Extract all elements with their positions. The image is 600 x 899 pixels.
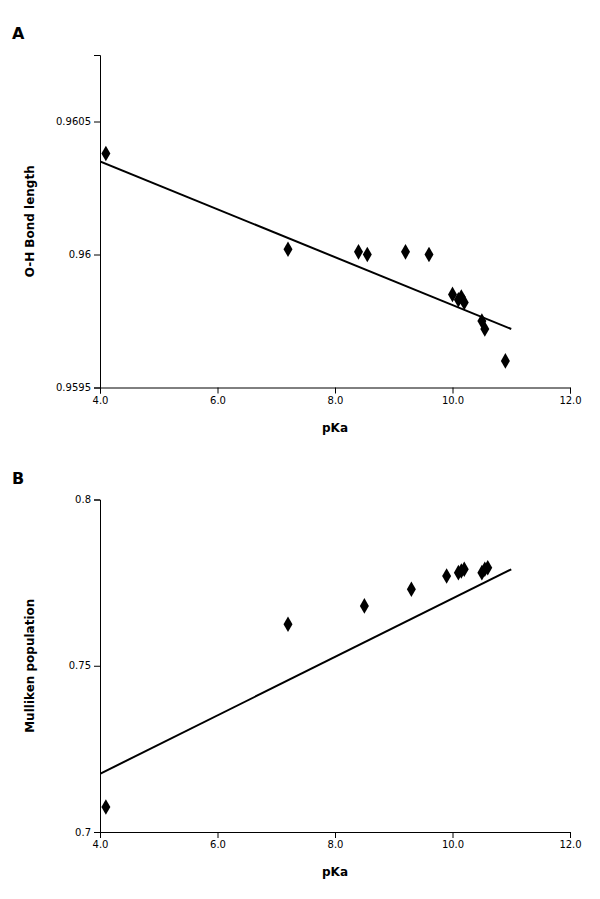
y-tick-mark [94, 666, 100, 667]
x-tick-mark [218, 388, 219, 394]
y-tick: 0.7 [75, 827, 100, 838]
y-axis-title: Mulliken population [23, 599, 37, 733]
x-tick-mark [570, 388, 571, 394]
y-tick-label: 0.96 [69, 249, 91, 260]
x-tick-label: 10.0 [442, 839, 464, 850]
y-tick-label: 0.8 [75, 494, 91, 505]
y-tick: 0.9605 [56, 116, 100, 127]
scatter-point [460, 562, 469, 578]
scatter-point [501, 353, 510, 369]
scatter-point [425, 247, 434, 263]
plot-area [100, 146, 511, 369]
panel: 4.0 6.0 8.0 10.0 12.0 0.9595 0.96 0.9605 pKa O-H … [12, 24, 582, 435]
y-tick-mark [94, 122, 100, 123]
y-tick-mark [94, 255, 100, 256]
x-tick: 12.0 [559, 388, 581, 406]
x-tick-label: 4.0 [93, 395, 109, 406]
y-tick: 0.96 [69, 249, 100, 260]
y-axis-line [94, 56, 101, 389]
scatter-point [460, 295, 469, 311]
x-tick: 4.0 [93, 388, 109, 406]
scatter-point [483, 560, 492, 576]
x-tick-label: 12.0 [559, 395, 581, 406]
y-tick-mark [94, 500, 100, 501]
x-tick-mark [453, 388, 454, 394]
scatter-point [363, 247, 372, 263]
x-tick-mark [335, 388, 336, 394]
x-axis-line [101, 388, 571, 394]
x-tick: 4.0 [93, 832, 109, 850]
y-tick: 0.9595 [56, 382, 100, 393]
scatter-point [360, 598, 369, 614]
x-tick-label: 10.0 [442, 395, 464, 406]
x-tick-mark [218, 832, 219, 838]
y-tick-label: 0.9595 [56, 382, 91, 393]
y-tick-label: 0.9605 [56, 116, 91, 127]
x-tick-label: 6.0 [210, 839, 226, 850]
scatter-point [442, 568, 451, 584]
y-axis-title: O-H Bond length [23, 165, 37, 277]
x-tick-label: 8.0 [328, 839, 344, 850]
x-axis-title: pKa [322, 865, 348, 879]
panel-label: B [12, 469, 24, 488]
x-tick: 6.0 [210, 832, 226, 850]
x-axis-line [101, 833, 571, 839]
scatter-point [101, 799, 110, 815]
y-tick-mark [94, 388, 100, 389]
chart-container: 4.0 6.0 8.0 10.0 12.0 0.9595 0.96 0.9605 pKa O-H … [0, 0, 600, 899]
x-tick-label: 4.0 [93, 839, 109, 850]
scatter-point [284, 241, 293, 257]
regression-line [100, 161, 511, 329]
x-axis: 4.0 6.0 8.0 10.0 12.0 [93, 832, 582, 850]
x-tick-label: 6.0 [210, 395, 226, 406]
x-tick-label: 8.0 [328, 395, 344, 406]
y-tick-label: 0.7 [75, 827, 91, 838]
x-tick-mark [570, 832, 571, 838]
panel: 4.0 6.0 8.0 10.0 12.0 0.7 0.75 0.8 pKa Mulliken p… [12, 469, 582, 880]
x-tick-label: 12.0 [559, 839, 581, 850]
scatter-point [101, 146, 110, 162]
y-axis: 0.9595 0.96 0.9605 [56, 56, 101, 394]
y-axis-line [94, 500, 101, 833]
scatter-point [354, 244, 363, 260]
y-tick-label: 0.75 [69, 660, 91, 671]
x-axis: 4.0 6.0 8.0 10.0 12.0 [93, 388, 582, 406]
y-axis: 0.7 0.75 0.8 [69, 494, 101, 838]
x-axis-title: pKa [322, 421, 348, 435]
y-tick-mark [94, 832, 100, 833]
x-tick: 6.0 [210, 388, 226, 406]
x-tick: 8.0 [328, 388, 344, 406]
y-tick: 0.75 [69, 660, 100, 671]
scatter-point [284, 616, 293, 632]
scatter-point [480, 321, 489, 337]
regression-line [100, 569, 511, 773]
x-tick: 12.0 [559, 832, 581, 850]
x-tick-mark [453, 832, 454, 838]
x-tick: 10.0 [442, 832, 464, 850]
y-tick: 0.8 [75, 494, 100, 505]
scatter-point [401, 244, 410, 260]
scatter-point [407, 581, 416, 597]
plot-area [100, 560, 511, 815]
x-tick-mark [335, 832, 336, 838]
x-tick: 8.0 [328, 832, 344, 850]
panel-label: A [12, 24, 25, 43]
x-tick: 10.0 [442, 388, 464, 406]
chart-svg: 4.0 6.0 8.0 10.0 12.0 0.9595 0.96 0.9605 pKa O-H … [0, 0, 600, 899]
